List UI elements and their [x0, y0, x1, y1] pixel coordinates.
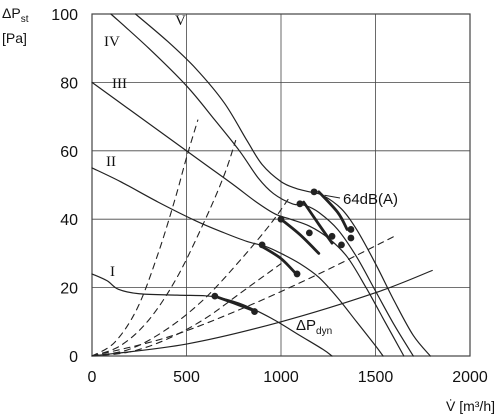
operating-point [251, 308, 258, 315]
series-line-iso-5 [213, 294, 258, 313]
series-line-system-iv [91, 119, 199, 357]
dynamic-pressure-label: ΔPdyn [296, 317, 332, 337]
series-line-p-dyn [91, 269, 433, 357]
operating-point [293, 270, 301, 278]
curve-label-i: I [110, 264, 115, 280]
operating-point [338, 241, 345, 249]
x-tick-label: 500 [173, 369, 200, 386]
operating-point [211, 292, 219, 300]
y-axis-unit: [Pa] [2, 30, 27, 46]
curve-layer [91, 13, 433, 357]
x-tick-label: 0 [88, 369, 97, 386]
noise-label-leader [324, 194, 341, 199]
series-line-system-iii [91, 139, 237, 357]
series-line-iso-4 [260, 245, 298, 276]
x-tick-label: 1500 [358, 369, 394, 386]
label-layer: ΔPst [Pa] V̇ [m³/h] I II III IV V 64dB(A… [2, 5, 495, 414]
curve-label-iv: IV [104, 34, 120, 50]
y-tick-label: 0 [69, 349, 78, 366]
operating-point [310, 188, 318, 196]
series-line-iv [110, 13, 414, 357]
curve-label-iii: III [112, 76, 127, 92]
noise-level-label: 64dB(A) [343, 191, 398, 208]
x-tick-label: 1000 [263, 369, 299, 386]
series-line-i [91, 273, 333, 357]
y-tick-label: 40 [60, 212, 78, 229]
x-tick-label: 2000 [452, 369, 488, 386]
operating-point [296, 200, 304, 208]
series-line-iso-3 [279, 217, 321, 255]
y-tick-label: 100 [51, 7, 78, 24]
series-line-system-v [91, 235, 395, 357]
curve-label-ii: II [106, 154, 116, 170]
series-line-v [134, 13, 431, 357]
series-line-ii [91, 167, 384, 357]
y-tick-label: 60 [60, 144, 78, 161]
operating-point [347, 234, 355, 242]
series-line-iso-2 [302, 200, 334, 245]
y-axis-label: ΔPst [2, 5, 29, 25]
operating-point-layer [211, 188, 355, 315]
series-line-system-ii [91, 198, 290, 357]
operating-point [347, 226, 355, 233]
y-tick-label: 80 [60, 75, 78, 92]
series-line-64db-a [317, 190, 349, 231]
operating-point [305, 229, 313, 237]
operating-point [258, 241, 266, 249]
curve-label-v: V [175, 13, 186, 29]
grid-layer: 0 500 1000 1500 2000 0 20 40 60 80 100 [51, 7, 488, 386]
operating-point [328, 232, 336, 240]
y-tick-label: 20 [60, 281, 78, 298]
x-axis-label: V̇ [m³/h] [446, 398, 495, 414]
operating-point [277, 215, 285, 223]
